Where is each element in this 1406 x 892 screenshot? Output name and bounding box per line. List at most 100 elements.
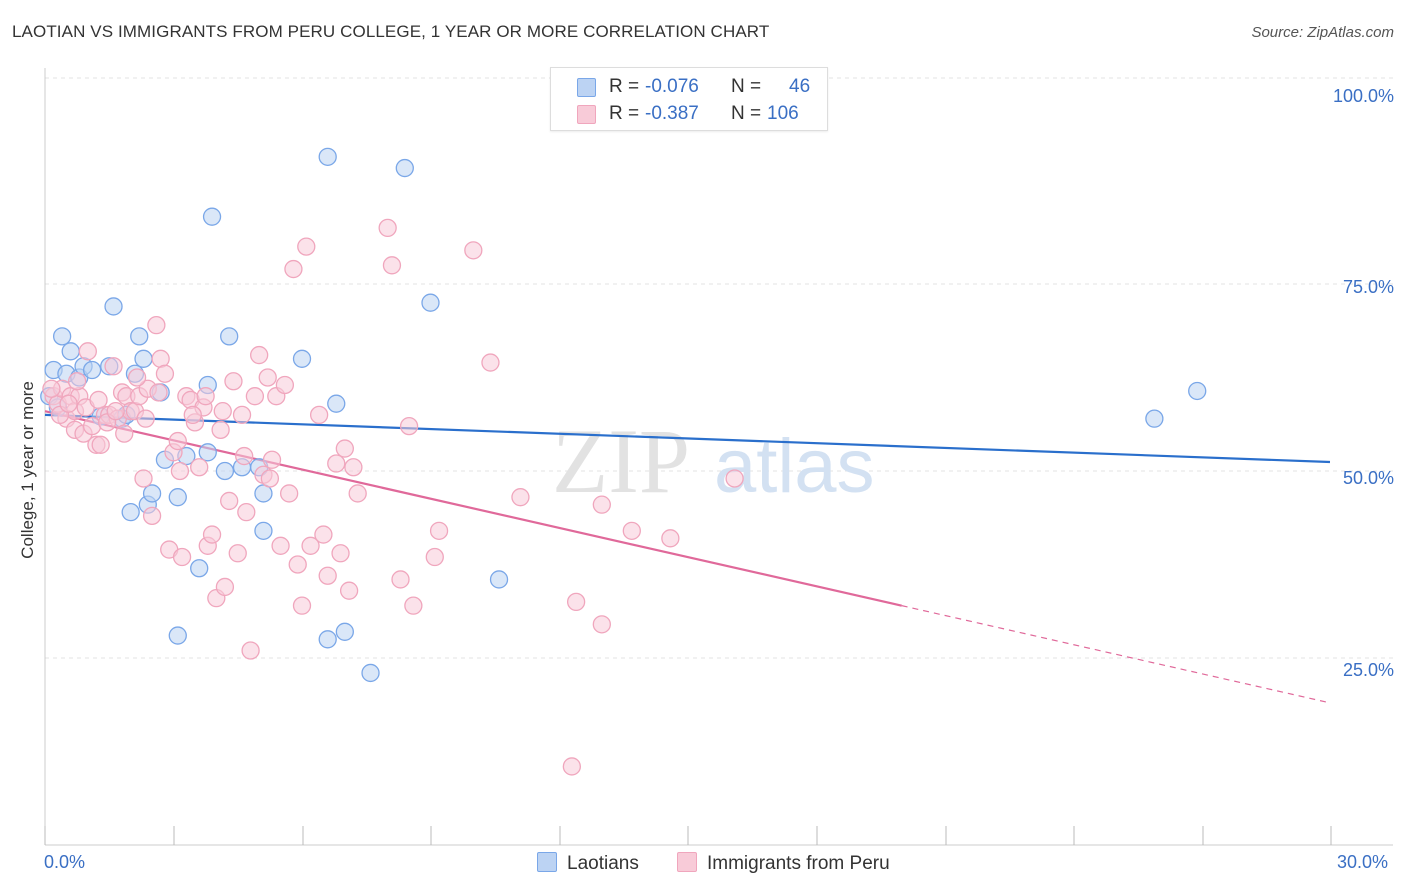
chart-title: LAOTIAN VS IMMIGRANTS FROM PERU COLLEGE,… bbox=[12, 22, 770, 41]
point-laotians bbox=[1188, 381, 1207, 401]
point-peru bbox=[279, 484, 299, 503]
point-laotians bbox=[134, 349, 153, 368]
point-peru bbox=[429, 521, 449, 540]
watermark: ZIP atlas bbox=[552, 410, 875, 512]
point-peru bbox=[399, 416, 419, 436]
point-peru bbox=[228, 544, 247, 563]
point-peru bbox=[562, 757, 581, 776]
legend-row-laotians: R = -0.076 N = 46 bbox=[551, 73, 827, 101]
point-peru bbox=[661, 529, 680, 548]
point-peru bbox=[155, 364, 175, 383]
point-peru bbox=[331, 544, 350, 563]
point-peru bbox=[142, 506, 162, 526]
chart-source: Source: ZipAtlas.com bbox=[1251, 24, 1394, 41]
point-peru bbox=[725, 469, 744, 488]
data-points bbox=[40, 147, 1207, 776]
point-laotians bbox=[254, 521, 273, 540]
watermark-zip: ZIP bbox=[552, 410, 690, 512]
y-tick-label-50: 50.0% bbox=[1342, 468, 1394, 488]
point-peru bbox=[271, 536, 290, 555]
y-tick-label-100: 100.0% bbox=[1332, 86, 1394, 106]
y-tick-label-25: 25.0% bbox=[1342, 660, 1394, 680]
point-laotians bbox=[104, 297, 123, 316]
point-peru bbox=[309, 405, 329, 425]
point-peru bbox=[241, 641, 260, 660]
point-peru bbox=[292, 596, 312, 615]
legend-swatch-laotians bbox=[577, 78, 596, 97]
point-peru bbox=[262, 450, 282, 469]
point-peru bbox=[237, 502, 256, 522]
point-peru bbox=[391, 570, 410, 589]
point-peru bbox=[104, 357, 123, 376]
point-laotians bbox=[130, 327, 149, 346]
point-peru bbox=[106, 402, 125, 421]
axes bbox=[44, 68, 1393, 846]
point-peru bbox=[170, 461, 190, 481]
bottom-legend-laotians: Laotians bbox=[537, 852, 639, 875]
point-laotians bbox=[61, 342, 80, 361]
legend-n-label: N = bbox=[731, 103, 762, 124]
point-peru bbox=[344, 458, 363, 477]
point-peru bbox=[260, 469, 280, 488]
point-peru bbox=[348, 484, 367, 503]
legend-n-value: 106 bbox=[767, 103, 799, 124]
point-laotians bbox=[292, 349, 312, 368]
point-laotians bbox=[168, 488, 187, 507]
y-axis-label: College, 1 year or more bbox=[18, 381, 37, 559]
point-laotians bbox=[121, 502, 140, 522]
point-peru bbox=[168, 431, 187, 451]
point-peru bbox=[89, 390, 108, 410]
point-peru bbox=[318, 566, 337, 585]
point-laotians bbox=[142, 484, 162, 503]
point-peru bbox=[622, 521, 641, 540]
y-tick-label-75: 75.0% bbox=[1342, 277, 1394, 297]
point-peru bbox=[42, 379, 61, 398]
point-laotians bbox=[82, 360, 102, 380]
point-peru bbox=[147, 315, 166, 335]
point-peru bbox=[220, 491, 239, 511]
point-peru bbox=[211, 420, 230, 440]
point-peru bbox=[172, 547, 192, 567]
point-peru bbox=[425, 547, 444, 567]
point-peru bbox=[481, 353, 500, 372]
legend-swatch-peru bbox=[577, 105, 596, 124]
point-peru bbox=[202, 525, 222, 544]
point-laotians bbox=[198, 443, 217, 462]
point-peru bbox=[378, 218, 397, 238]
point-peru bbox=[67, 372, 87, 391]
point-laotians bbox=[215, 461, 235, 481]
point-peru bbox=[284, 259, 303, 279]
point-peru bbox=[301, 536, 320, 555]
point-peru bbox=[232, 405, 252, 425]
point-laotians bbox=[421, 293, 440, 312]
point-laotians bbox=[489, 570, 509, 589]
legend-r-label: R = bbox=[609, 103, 640, 124]
point-peru bbox=[464, 241, 483, 260]
point-peru bbox=[327, 454, 346, 473]
point-laotians bbox=[335, 622, 354, 641]
point-peru bbox=[215, 577, 235, 597]
point-peru bbox=[115, 424, 134, 443]
x-tick-label-max: 30.0% bbox=[1337, 852, 1389, 872]
point-peru bbox=[511, 488, 530, 507]
point-peru bbox=[59, 394, 78, 413]
point-peru bbox=[190, 458, 209, 477]
legend-r-label: R = bbox=[609, 76, 640, 97]
point-laotians bbox=[327, 394, 346, 413]
point-peru bbox=[339, 581, 359, 600]
point-peru bbox=[91, 435, 110, 454]
point-peru bbox=[127, 368, 147, 387]
point-laotians bbox=[202, 207, 222, 226]
point-laotians bbox=[52, 327, 72, 346]
point-laotians bbox=[168, 626, 187, 645]
point-peru bbox=[245, 387, 265, 406]
point-peru bbox=[592, 495, 611, 514]
point-laotians bbox=[220, 327, 239, 346]
point-peru bbox=[134, 469, 153, 488]
bottom-legend-label-laotians: Laotians bbox=[567, 853, 639, 874]
point-peru bbox=[258, 368, 277, 387]
legend-n-value: 46 bbox=[789, 76, 811, 97]
point-laotians bbox=[395, 158, 414, 178]
point-peru bbox=[314, 525, 333, 544]
